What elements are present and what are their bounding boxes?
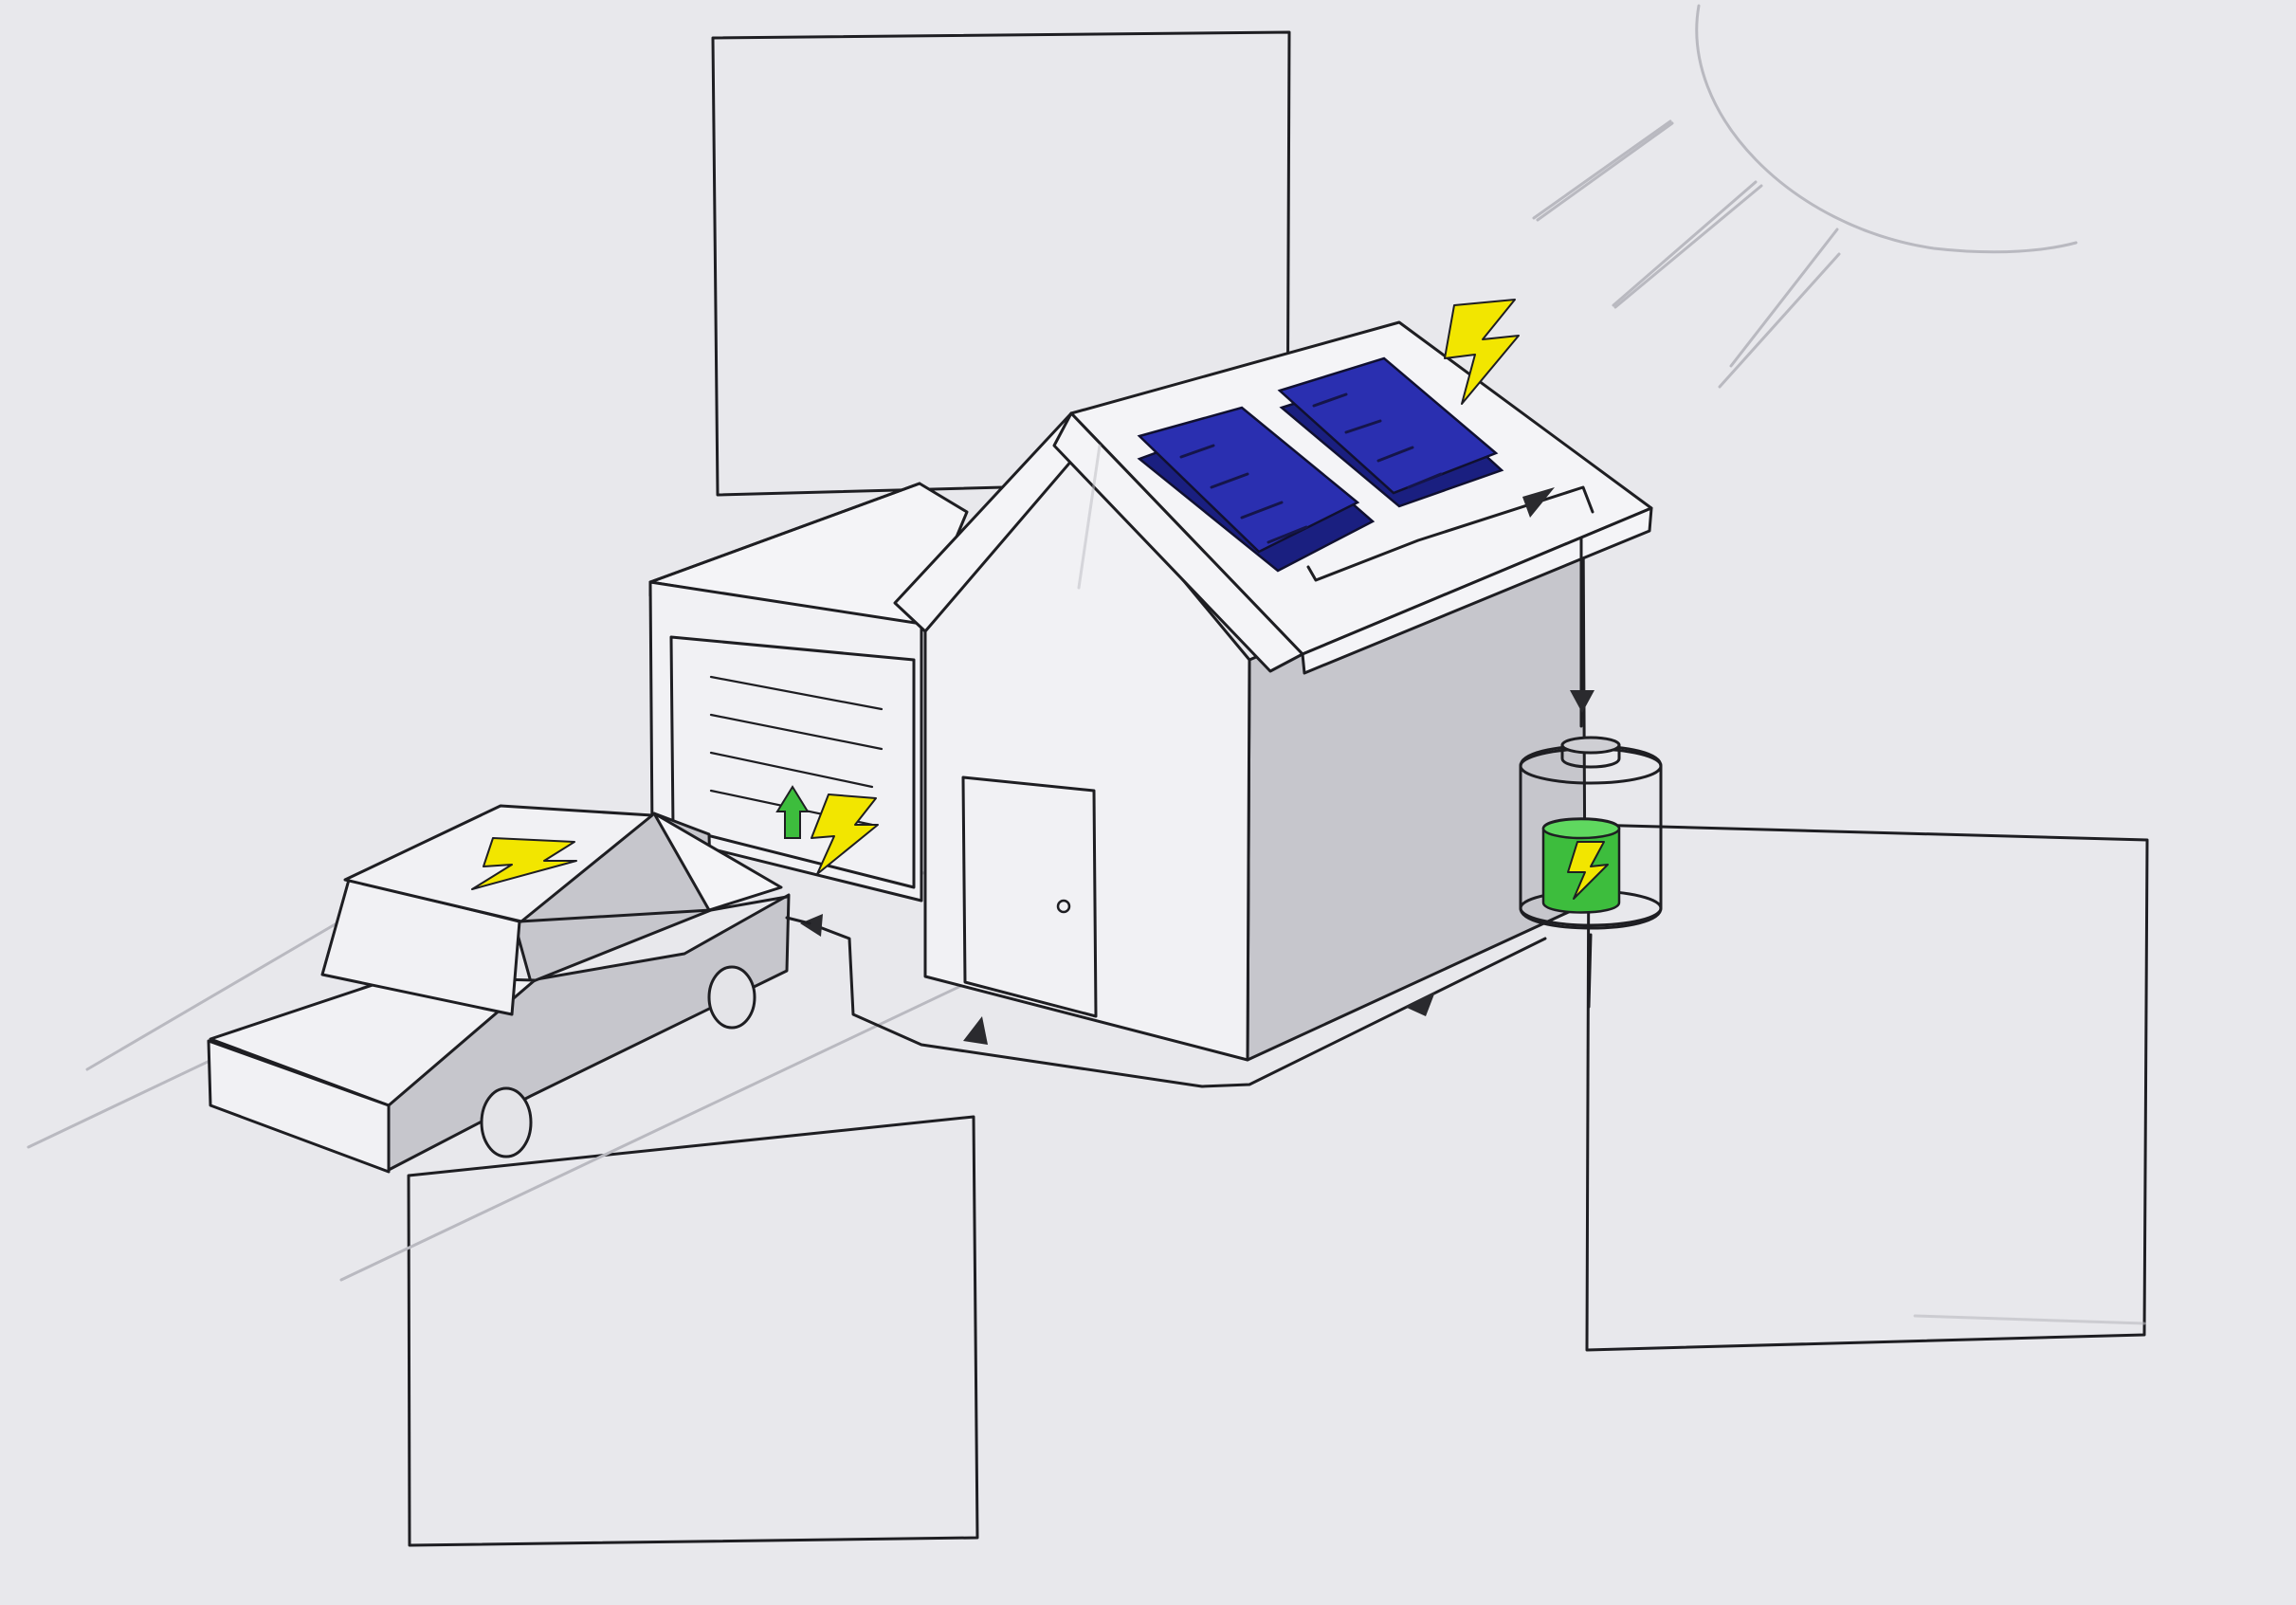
car-bolt-icon <box>471 837 577 890</box>
battery-bolt-icon <box>1567 841 1609 900</box>
car-wheel-rear <box>707 965 756 1030</box>
sun-rays <box>1536 121 1841 389</box>
solar-panel-left <box>1137 406 1376 573</box>
lightning-bolt-icon <box>1444 299 1520 405</box>
door-knob <box>1056 899 1071 914</box>
car-charging-connector <box>785 916 811 925</box>
home-battery <box>1519 736 1663 930</box>
empty-frame-bottom-left <box>407 1115 979 1547</box>
front-door[interactable] <box>961 775 1098 1018</box>
energy-flow-return <box>800 914 1593 1088</box>
empty-frame-right <box>1585 823 2149 1352</box>
energy-flow-arrows <box>1306 485 1594 728</box>
battery-charge-level <box>1541 817 1621 914</box>
arrow-up-icon <box>775 785 810 839</box>
solar-panel-right <box>1277 356 1504 508</box>
sun-icon <box>1532 4 2078 368</box>
electric-car <box>207 804 791 1174</box>
solar-panels <box>1137 356 1504 573</box>
house <box>893 320 1653 1062</box>
car-wheel-front <box>480 1086 533 1158</box>
garage-bolt-icon <box>811 793 879 875</box>
